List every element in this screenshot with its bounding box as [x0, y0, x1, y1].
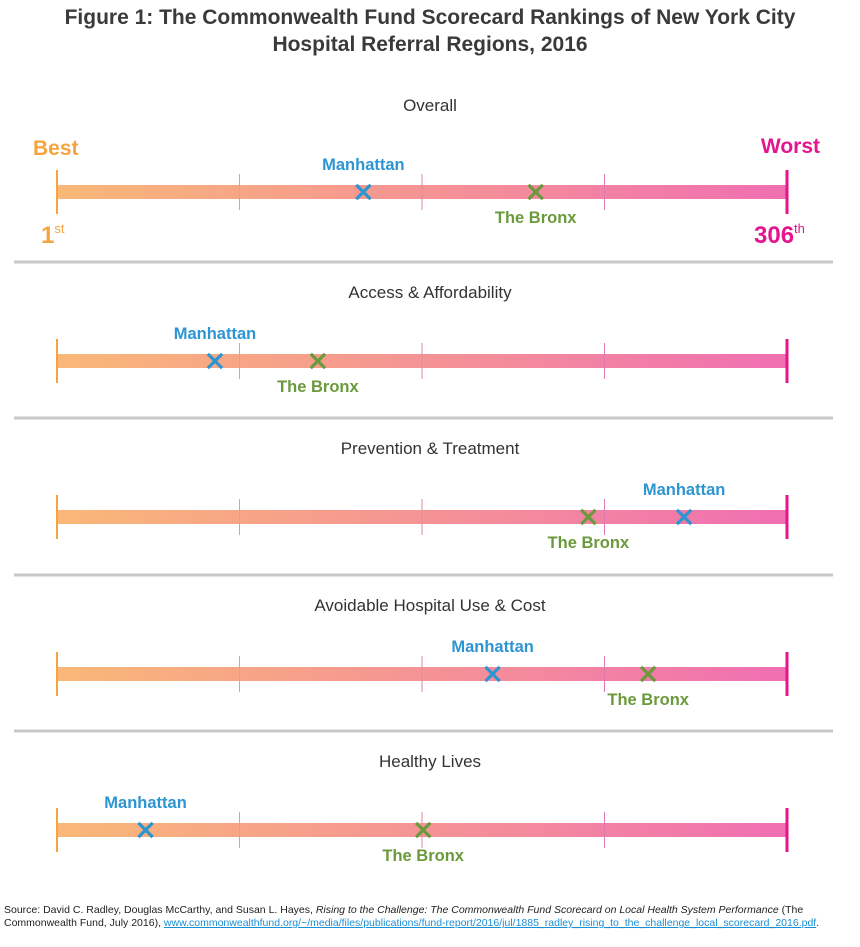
- manhattan-marker: [355, 183, 372, 201]
- bronx-label: The Bronx: [382, 847, 464, 865]
- manhattan-marker: [206, 352, 224, 370]
- panel-divider-2: [14, 416, 833, 420]
- source-report-title: Rising to the Challenge: The Commonwealt…: [315, 904, 779, 916]
- manhattan-label: Manhattan: [104, 794, 187, 812]
- bronx-marker: [527, 183, 544, 201]
- manhattan-label: Manhattan: [174, 325, 257, 343]
- manhattan-label: Manhattan: [643, 481, 726, 499]
- panel-divider-3: [14, 573, 833, 577]
- panel-3: Prevention & Treatment Manhattan The Bronx: [56, 439, 789, 552]
- panel-title: Overall: [403, 96, 457, 115]
- panel-title: Healthy Lives: [379, 752, 481, 771]
- panel-title: Avoidable Hospital Use & Cost: [314, 596, 545, 615]
- bronx-label: The Bronx: [277, 378, 359, 396]
- panel-title: Prevention & Treatment: [341, 439, 520, 458]
- max-rank-label: 306th: [754, 221, 805, 249]
- min-rank-suffix: st: [54, 221, 65, 236]
- max-rank-number: 306: [754, 222, 794, 249]
- bronx-label: The Bronx: [495, 209, 577, 227]
- panel-title: Access & Affordability: [348, 283, 512, 302]
- figure-title: Figure 1: The Commonwealth Fund Scorecar…: [0, 4, 860, 58]
- manhattan-label: Manhattan: [451, 638, 534, 656]
- manhattan-marker: [675, 508, 693, 526]
- worst-label: Worst: [761, 135, 820, 158]
- manhattan-marker: [137, 821, 154, 839]
- source-link[interactable]: www.commonwealthfund.org/~/media/files/p…: [163, 917, 817, 929]
- panel-4: Avoidable Hospital Use & Cost Manhattan Th…: [56, 596, 789, 709]
- bronx-marker: [414, 821, 432, 839]
- rankings-chart: Overall Best Worst 1st 306th Manhattan The Bro…: [14, 96, 833, 865]
- panel-2: Access & Affordability Manhattan The Bronx: [56, 283, 789, 396]
- source-publisher: (The Commonwealth Fund, July 2016),: [4, 904, 804, 929]
- source-suffix: .: [816, 917, 820, 929]
- bronx-label: The Bronx: [548, 534, 630, 552]
- bronx-marker: [309, 352, 327, 370]
- figure-title-line-1: Figure 1: The Commonwealth Fund Scorecar…: [64, 6, 796, 29]
- source-note: Source: David C. Radley, Douglas McCarth…: [4, 904, 854, 930]
- bronx-label: The Bronx: [607, 691, 689, 709]
- best-label: Best: [33, 137, 79, 160]
- figure-title-line-2: Hospital Referral Regions, 2016: [272, 33, 588, 56]
- min-rank-label: 1st: [41, 221, 65, 249]
- bronx-marker: [639, 665, 657, 683]
- max-rank-suffix: th: [794, 221, 805, 236]
- panel-1: Overall Best Worst 1st 306th Manhattan The Bro…: [33, 96, 820, 249]
- panel-divider-1: [14, 260, 833, 264]
- bronx-marker: [580, 508, 597, 526]
- manhattan-label: Manhattan: [322, 156, 405, 174]
- manhattan-marker: [484, 665, 501, 683]
- min-rank-number: 1: [41, 222, 54, 249]
- source-prefix: Source: David C. Radley, Douglas McCarth…: [4, 904, 316, 916]
- panel-divider-4: [14, 729, 833, 733]
- panel-5: Healthy Lives Manhattan The Bronx: [56, 752, 789, 865]
